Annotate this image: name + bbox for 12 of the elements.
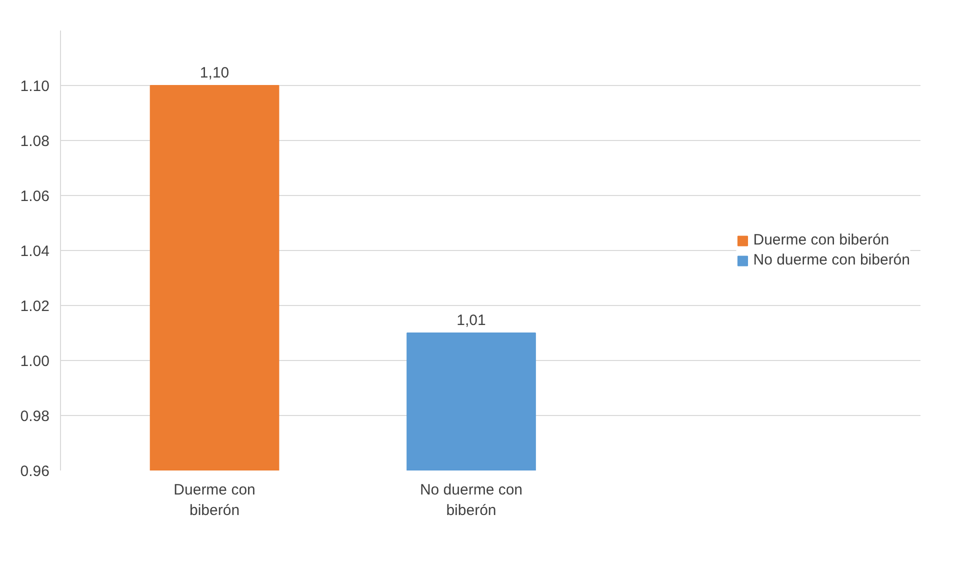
y-tick-label: 1.06 <box>20 188 50 205</box>
legend-label: Duerme con biberón <box>753 232 890 248</box>
y-tick-label: 0.96 <box>20 463 50 480</box>
data-label: 1,10 <box>200 64 230 82</box>
y-tick-label: 1.02 <box>20 298 50 315</box>
y-tick-label: 1.10 <box>20 78 50 95</box>
data-label: 1,01 <box>456 312 486 329</box>
y-tick-label: 1.08 <box>20 133 50 150</box>
y-tick-label: 1.00 <box>20 353 50 370</box>
legend-label: No duerme con biberón <box>753 252 910 268</box>
y-tick-label: 1.04 <box>20 243 50 260</box>
y-tick-label: 0.98 <box>20 408 50 425</box>
